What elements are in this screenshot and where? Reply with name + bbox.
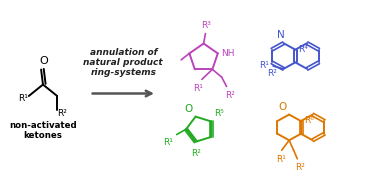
Text: non-activated
ketones: non-activated ketones: [9, 121, 77, 140]
Text: R⁴: R⁴: [298, 45, 308, 54]
Text: R¹: R¹: [163, 138, 173, 147]
Text: R²: R²: [57, 109, 67, 118]
Text: R³: R³: [201, 21, 211, 30]
Text: NH: NH: [221, 49, 234, 58]
Text: O: O: [39, 56, 48, 66]
Text: O: O: [184, 105, 193, 114]
Text: R¹: R¹: [259, 61, 270, 70]
Text: R¹: R¹: [19, 94, 28, 103]
Text: O: O: [279, 102, 287, 112]
Text: R¹: R¹: [193, 84, 203, 93]
Text: N: N: [277, 30, 285, 40]
Text: R²: R²: [295, 163, 305, 172]
Text: R⁶: R⁶: [304, 117, 314, 125]
Text: R²: R²: [267, 69, 277, 78]
Text: R¹: R¹: [276, 154, 286, 164]
Text: R⁵: R⁵: [214, 109, 224, 118]
Text: R²: R²: [191, 149, 201, 158]
Text: annulation of
natural product
ring-systems: annulation of natural product ring-syste…: [84, 48, 163, 77]
Text: R²: R²: [225, 91, 235, 100]
